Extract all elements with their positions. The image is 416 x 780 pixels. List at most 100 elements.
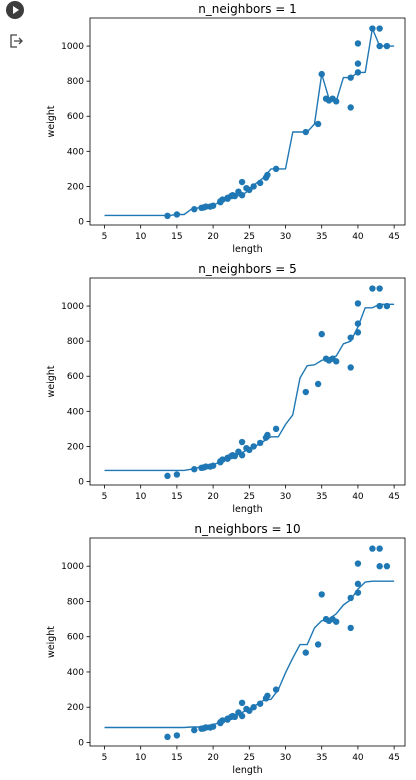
data-point bbox=[238, 699, 246, 707]
output-arrow-icon[interactable] bbox=[8, 33, 24, 49]
x-tick-label: 20 bbox=[207, 753, 219, 763]
data-point bbox=[191, 726, 198, 734]
data-point bbox=[302, 388, 309, 396]
data-point bbox=[347, 624, 354, 632]
y-tick-label: 200 bbox=[67, 703, 84, 713]
run-cell-button[interactable] bbox=[6, 1, 24, 19]
x-tick-label: 40 bbox=[352, 492, 364, 502]
data-point bbox=[318, 591, 325, 598]
prediction-line bbox=[104, 303, 395, 472]
x-tick-label: 10 bbox=[135, 492, 147, 502]
chart-title: n_neighbors = 5 bbox=[198, 262, 297, 276]
data-point bbox=[376, 563, 383, 570]
y-tick-label: 600 bbox=[67, 633, 84, 643]
y-axis-label: weight bbox=[46, 365, 57, 397]
plot-frame bbox=[89, 277, 406, 486]
y-tick-label: 200 bbox=[67, 182, 84, 192]
x-tick-label: 20 bbox=[207, 232, 219, 242]
chart-title: n_neighbors = 1 bbox=[198, 2, 297, 16]
data-point bbox=[354, 560, 362, 567]
x-tick-label: 30 bbox=[280, 232, 292, 242]
data-point bbox=[173, 732, 181, 739]
plot-frame bbox=[89, 17, 406, 226]
y-tick-label: 1000 bbox=[61, 562, 84, 572]
data-point bbox=[376, 285, 383, 292]
y-tick-label: 0 bbox=[78, 217, 84, 227]
x-tick-label: 5 bbox=[102, 232, 108, 242]
plot-frame bbox=[89, 537, 406, 747]
y-tick-label: 600 bbox=[67, 372, 84, 382]
y-tick-label: 800 bbox=[67, 337, 84, 347]
data-point bbox=[383, 563, 391, 570]
y-tick-label: 0 bbox=[78, 477, 84, 487]
data-point bbox=[318, 330, 325, 338]
x-tick-label: 25 bbox=[244, 753, 255, 763]
x-tick-label: 10 bbox=[135, 753, 147, 763]
x-tick-label: 5 bbox=[102, 492, 108, 502]
y-tick-label: 800 bbox=[67, 597, 84, 607]
data-point bbox=[347, 104, 354, 111]
data-point bbox=[238, 712, 246, 720]
y-tick-label: 1000 bbox=[61, 302, 84, 312]
x-tick-label: 45 bbox=[388, 232, 399, 242]
x-tick-label: 20 bbox=[207, 492, 219, 502]
x-tick-label: 35 bbox=[316, 492, 327, 502]
chart-title: n_neighbors = 10 bbox=[194, 522, 300, 536]
y-tick-label: 400 bbox=[67, 147, 84, 157]
cell-gutter bbox=[0, 0, 34, 780]
data-point bbox=[333, 358, 340, 365]
data-point bbox=[376, 545, 383, 552]
x-tick-label: 15 bbox=[171, 232, 182, 242]
x-tick-label: 45 bbox=[388, 753, 399, 763]
x-tick-label: 30 bbox=[280, 492, 292, 502]
prediction-line bbox=[104, 27, 395, 217]
data-point bbox=[238, 438, 246, 446]
y-tick-label: 600 bbox=[67, 112, 84, 122]
x-tick-label: 25 bbox=[244, 492, 255, 502]
data-point bbox=[302, 649, 309, 656]
data-point bbox=[264, 692, 271, 699]
y-tick-label: 400 bbox=[67, 407, 84, 417]
data-point bbox=[314, 120, 322, 128]
x-tick-label: 5 bbox=[102, 753, 108, 763]
x-tick-label: 40 bbox=[352, 232, 364, 242]
data-point bbox=[173, 471, 181, 478]
x-tick-label: 30 bbox=[280, 753, 292, 763]
data-point bbox=[164, 733, 171, 741]
play-icon bbox=[13, 6, 19, 14]
x-tick-label: 40 bbox=[352, 753, 364, 763]
prediction-line bbox=[104, 580, 395, 729]
chart-2: n_neighbors = 5 5 10 15 20 25 30 35 40 45 0 200 400 6… bbox=[46, 262, 406, 515]
y-tick-label: 800 bbox=[67, 77, 84, 87]
data-point bbox=[369, 545, 376, 552]
data-point bbox=[354, 40, 362, 47]
data-point bbox=[238, 178, 246, 186]
y-axis-label: weight bbox=[46, 105, 57, 137]
data-point bbox=[369, 285, 376, 292]
data-point bbox=[314, 380, 322, 388]
x-tick-label: 10 bbox=[135, 232, 147, 242]
x-tick-label: 35 bbox=[316, 232, 327, 242]
x-tick-label: 35 bbox=[316, 753, 327, 763]
data-point bbox=[272, 425, 280, 433]
x-tick-label: 15 bbox=[171, 753, 182, 763]
x-axis-label: length bbox=[232, 244, 262, 255]
x-tick-label: 45 bbox=[388, 492, 399, 502]
y-tick-label: 1000 bbox=[61, 42, 84, 52]
data-point bbox=[264, 431, 271, 439]
data-point bbox=[314, 641, 322, 648]
data-point bbox=[354, 580, 362, 588]
data-point bbox=[264, 171, 271, 179]
y-tick-label: 200 bbox=[67, 442, 84, 452]
data-point bbox=[354, 300, 362, 307]
chart-1: n_neighbors = 1 5 10 15 20 25 30 35 40 45 0 200 400 6… bbox=[46, 2, 406, 255]
x-tick-label: 15 bbox=[171, 492, 182, 502]
x-tick-label: 25 bbox=[244, 232, 255, 242]
data-point bbox=[376, 25, 383, 32]
chart-3: n_neighbors = 10 5 10 15 20 25 30 35 40 45 0 200 400… bbox=[46, 522, 406, 776]
y-tick-label: 400 bbox=[67, 668, 84, 678]
y-tick-label: 0 bbox=[78, 738, 84, 748]
data-point bbox=[347, 364, 354, 371]
x-axis-label: length bbox=[232, 504, 262, 515]
